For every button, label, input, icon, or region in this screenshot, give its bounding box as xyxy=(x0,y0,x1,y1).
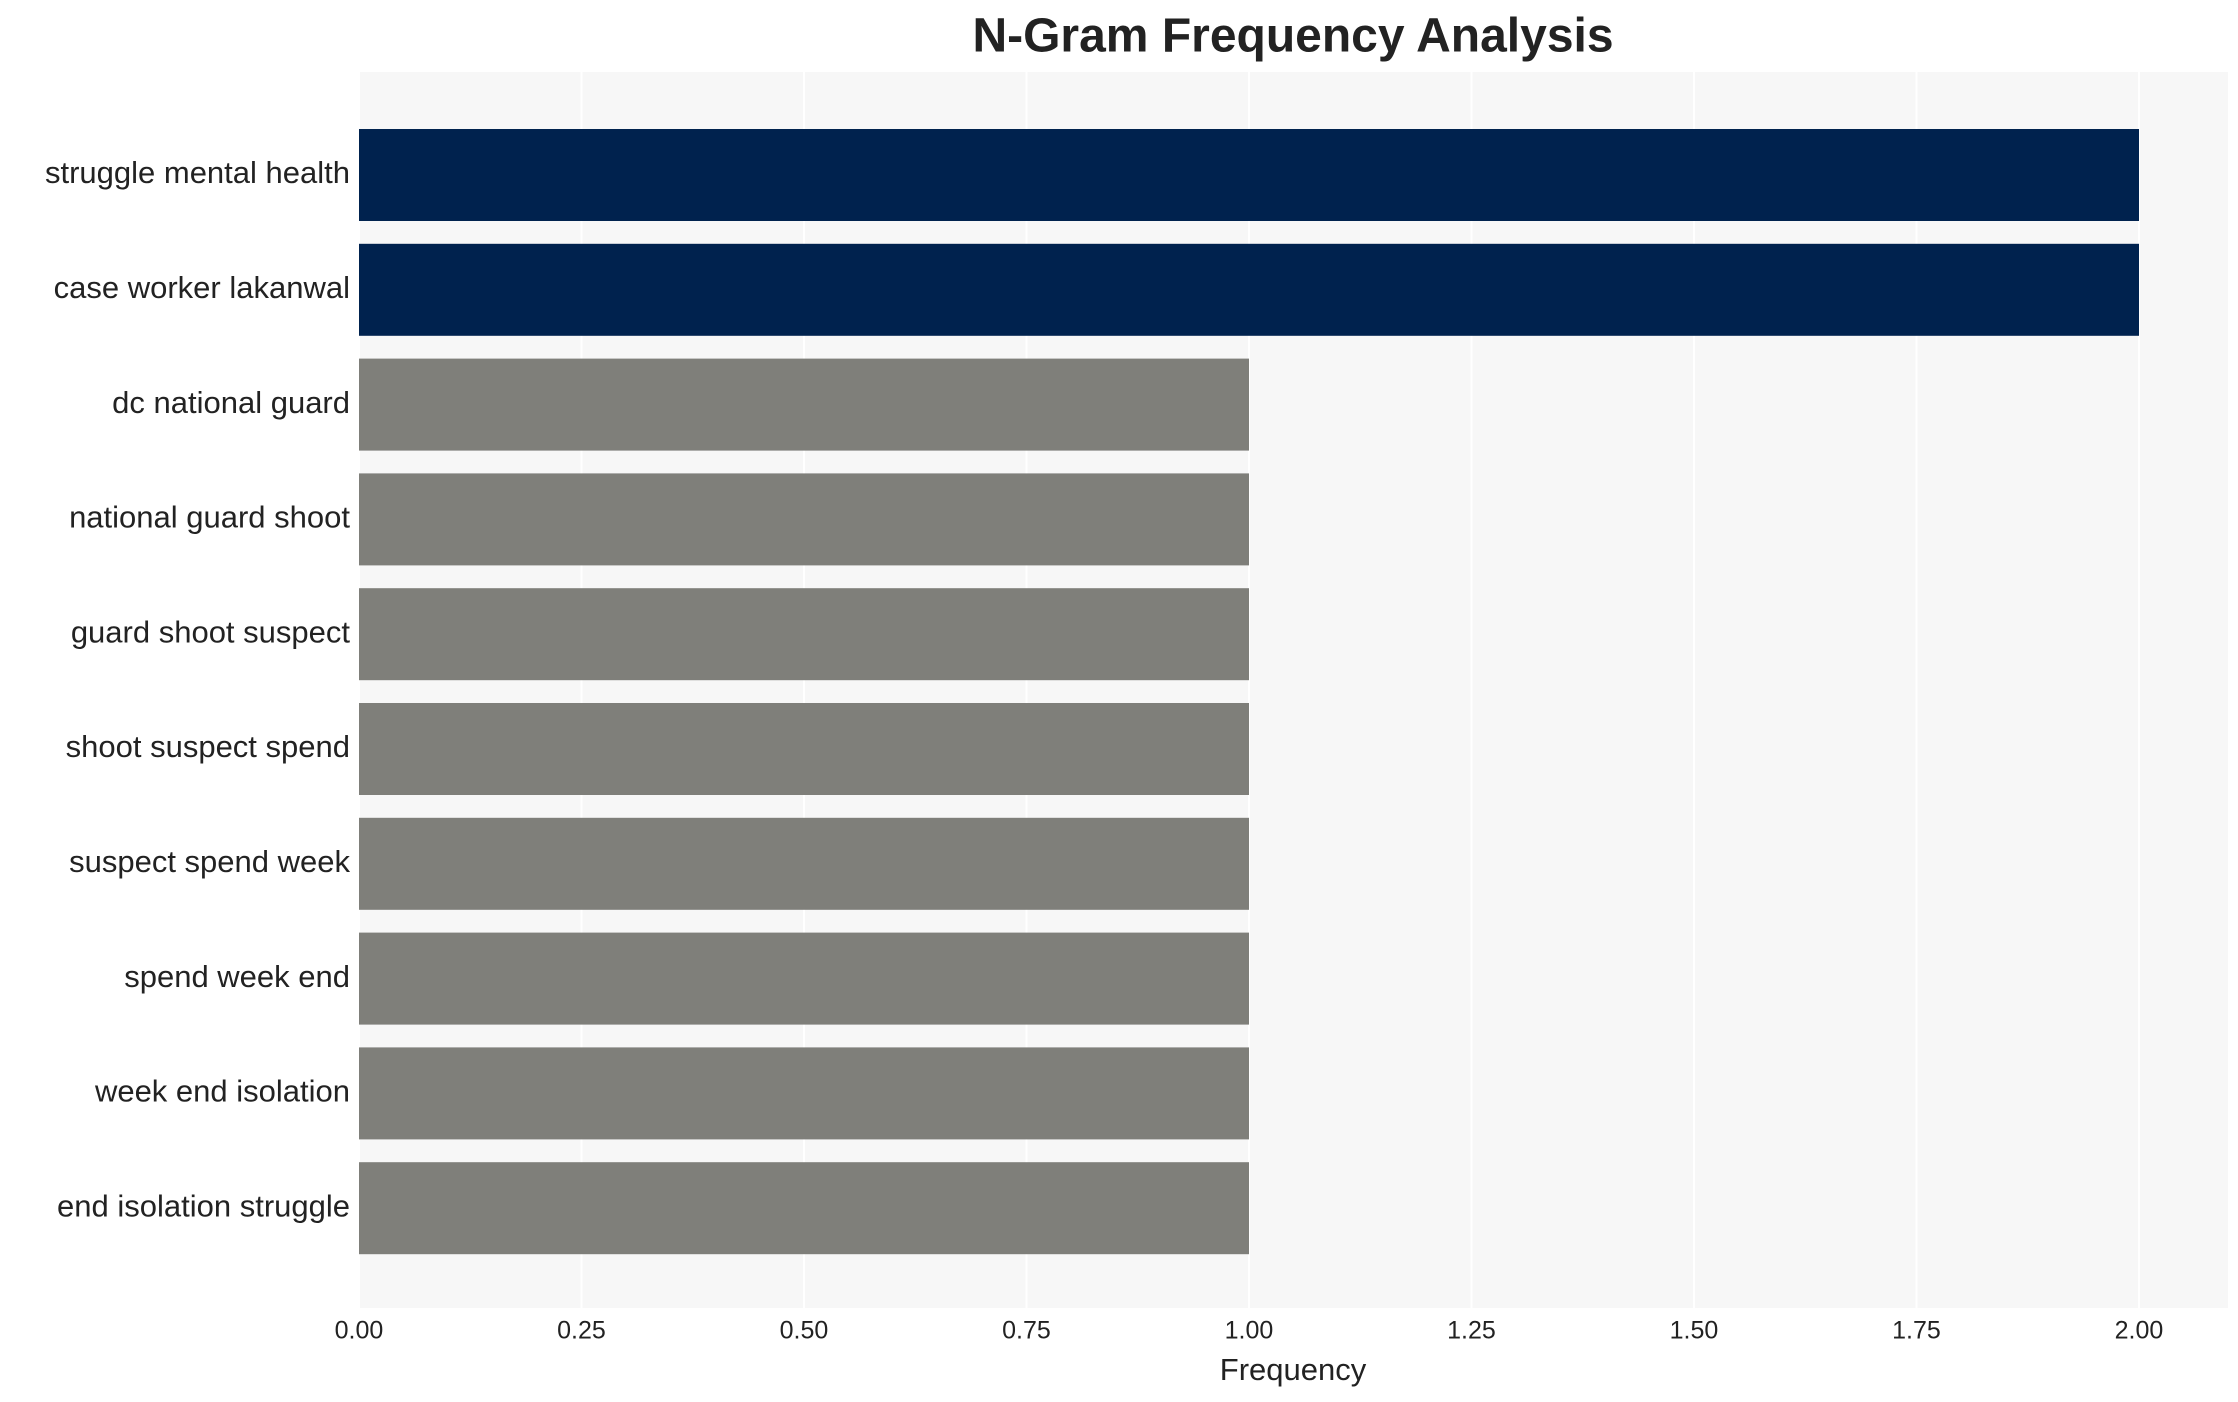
y-tick-label: case worker lakanwal xyxy=(54,270,350,305)
x-tick-label: 0.50 xyxy=(780,1317,829,1345)
y-tick-label: shoot suspect spend xyxy=(66,729,350,764)
y-tick-label: suspect spend week xyxy=(69,844,350,879)
chart-title: N-Gram Frequency Analysis xyxy=(972,10,1613,63)
y-tick-label: dc national guard xyxy=(112,385,350,420)
x-tick-label: 1.75 xyxy=(1892,1317,1941,1345)
bar xyxy=(359,473,1249,566)
y-tick-label: struggle mental health xyxy=(45,155,350,190)
bar xyxy=(359,129,2139,221)
x-tick-label: 2.00 xyxy=(2115,1317,2164,1345)
y-tick-label: end isolation struggle xyxy=(57,1188,350,1223)
x-tick-label: 0.25 xyxy=(557,1317,606,1345)
y-tick-label: spend week end xyxy=(124,959,350,994)
x-tick-label: 1.50 xyxy=(1670,1317,1719,1345)
y-tick-label: guard shoot suspect xyxy=(71,614,351,649)
y-tick-label: week end isolation xyxy=(94,1074,350,1109)
x-tick-label: 0.75 xyxy=(1002,1317,1051,1345)
x-tick-label: 1.25 xyxy=(1447,1317,1496,1345)
x-tick-label: 0.00 xyxy=(335,1317,384,1345)
bar xyxy=(359,1047,1249,1140)
x-axis-label: Frequency xyxy=(1220,1352,1367,1387)
x-tick-label: 1.00 xyxy=(1225,1317,1274,1345)
bar xyxy=(359,243,2139,336)
bar xyxy=(359,703,1249,795)
bar xyxy=(359,932,1249,1025)
bar xyxy=(359,358,1249,451)
bar xyxy=(359,1162,1249,1255)
bar xyxy=(359,817,1249,910)
bar xyxy=(359,588,1249,681)
y-tick-label: national guard shoot xyxy=(69,500,350,535)
